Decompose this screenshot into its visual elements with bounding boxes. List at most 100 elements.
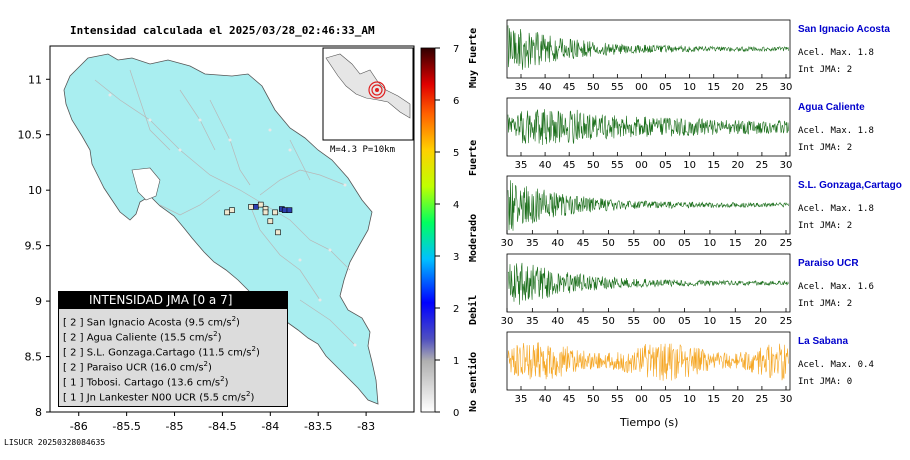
waveform-tick-label: 00 bbox=[653, 316, 666, 327]
colorbar-category-label: No sentido bbox=[468, 351, 479, 412]
waveform-tick-label: 50 bbox=[587, 82, 600, 93]
waveform-tick-label: 50 bbox=[602, 238, 615, 249]
waveform-xlabel: Tiempo (s) bbox=[620, 416, 679, 429]
waveform-tick-label: 00 bbox=[653, 238, 666, 249]
legend-close: ) bbox=[236, 317, 240, 329]
colorbar-tick-label: 3 bbox=[453, 252, 459, 263]
waveform-trace bbox=[507, 109, 789, 146]
waveform-tick-label: 25 bbox=[756, 160, 769, 171]
waveform-tick-label: 45 bbox=[577, 316, 590, 327]
waveform-tick-label: 40 bbox=[551, 316, 564, 327]
waveform-tick-label: 25 bbox=[780, 316, 793, 327]
waveform-panel: 35 40 45 50 55 00 05 10 15 20 25 30 bbox=[506, 97, 793, 171]
inset-epicenter-icon bbox=[368, 81, 386, 99]
map-xtick-label: -84.5 bbox=[208, 420, 236, 433]
legend-row: [ 1 ] Jn Lankester N00 UCR (5.5 cm/s2) bbox=[63, 390, 254, 403]
legend-close: ) bbox=[250, 392, 255, 404]
map-xtick-label: -85.5 bbox=[112, 420, 140, 433]
waveform-tick-label: 15 bbox=[707, 394, 720, 405]
station-accel: Acel. Max. 1.8 bbox=[798, 204, 874, 214]
station-name: Agua Caliente bbox=[798, 102, 865, 113]
nicoya-gulf bbox=[131, 167, 161, 201]
legend-row: [ 2 ] Paraiso UCR (16.0 cm/s2) bbox=[63, 360, 212, 373]
waveform-tick-label: 20 bbox=[731, 160, 744, 171]
station-name: La Sabana bbox=[798, 336, 849, 347]
waveform-tick-label: 50 bbox=[587, 394, 600, 405]
waveform-tick-label: 25 bbox=[756, 82, 769, 93]
waveform-tick-label: 35 bbox=[526, 238, 539, 249]
legend-station: Tobosi. Cartago bbox=[86, 377, 167, 389]
map-axes: -86 -85.5 -85 -84.5 -84 -83.5 -83 11 10.5 10 9.5 9 8… bbox=[18, 73, 376, 433]
waveform-panel: 35 40 45 50 55 00 05 10 15 20 25 30 bbox=[506, 331, 792, 405]
station-accel: Acel. Max. 1.8 bbox=[798, 126, 874, 136]
legend-accel: (5.5 cm/s bbox=[199, 392, 246, 404]
station-marker bbox=[267, 218, 274, 225]
colorbar-tick-label: 1 bbox=[453, 356, 459, 367]
station-marker bbox=[248, 204, 254, 210]
waveform-tick-label: 10 bbox=[683, 82, 696, 93]
waveform-tick-label: 40 bbox=[539, 82, 552, 93]
station-marker bbox=[257, 201, 264, 208]
inset-label: M=4.3 P=10km bbox=[330, 145, 395, 155]
waveform-tick-label: 10 bbox=[704, 316, 717, 327]
station-jma: Int JMA: 2 bbox=[798, 221, 853, 231]
map-ytick-label: 9.5 bbox=[25, 240, 43, 253]
waveform-tick-label: 30 bbox=[780, 82, 793, 93]
waveform-tick-label: 45 bbox=[577, 238, 590, 249]
waveform-tick-label: 30 bbox=[780, 160, 793, 171]
waveform-panels: 35 40 45 50 55 00 05 10 15 20 25 30 35 40 45 50 55 00 05 10… bbox=[501, 19, 793, 405]
waveform-tick-label: 35 bbox=[526, 316, 539, 327]
legend-unit-sup: 2 bbox=[220, 375, 225, 383]
map-xtick-label: -85 bbox=[166, 420, 184, 433]
waveform-tick-label: 15 bbox=[729, 316, 742, 327]
waveform-tick-label: 55 bbox=[611, 394, 624, 405]
costa-rica-landmass bbox=[63, 53, 379, 405]
legend-accel: (15.5 cm/s bbox=[159, 332, 214, 344]
legend-jma: [ 2 ] bbox=[63, 347, 87, 359]
map-xtick-label: -83.5 bbox=[304, 420, 332, 433]
map-title: Intensidad calculada el 2025/03/28_02:46… bbox=[70, 24, 375, 37]
colorbar-tick-label: 0 bbox=[453, 408, 459, 419]
road-network bbox=[94, 69, 356, 346]
legend-station: S.L. Gonzaga.Cartago bbox=[86, 347, 199, 359]
intensity-legend: INTENSIDAD JMA [0 a 7] [ 2 ] San Ignacio… bbox=[58, 291, 288, 407]
colorbar bbox=[420, 47, 436, 413]
waveform-panel: 30 35 40 45 50 55 00 05 10 15 20 25 bbox=[501, 175, 793, 249]
waveform-trace bbox=[507, 262, 789, 305]
waveform-tick-label: 55 bbox=[627, 316, 640, 327]
waveform-tick-label: 05 bbox=[659, 160, 672, 171]
legend-row: [ 2 ] San Ignacio Acosta (9.5 cm/s2) bbox=[63, 315, 240, 328]
station-marker bbox=[281, 207, 288, 213]
waveform-panel: 35 40 45 50 55 00 05 10 15 20 25 30 bbox=[506, 19, 793, 93]
station-accel: Acel. Max. 1.8 bbox=[798, 48, 874, 58]
map-xtick-label: -84 bbox=[261, 420, 279, 433]
waveform-tick-label: 40 bbox=[539, 394, 552, 405]
station-jma: Int JMA: 0 bbox=[798, 377, 853, 387]
waveform-tick-label: 50 bbox=[602, 316, 615, 327]
colorbar-tick-label: 6 bbox=[453, 96, 459, 107]
waveform-tick-label: 05 bbox=[678, 316, 691, 327]
station-marker bbox=[272, 209, 278, 216]
waveform-tick-label: 00 bbox=[635, 82, 648, 93]
waveform-tick-label: 30 bbox=[501, 316, 514, 327]
waveform-tick-label: 10 bbox=[683, 160, 696, 171]
legend-accel: (13.6 cm/s bbox=[166, 377, 221, 389]
station-marker bbox=[286, 207, 293, 213]
waveform-tick-label: 55 bbox=[611, 82, 624, 93]
station-accel: Acel. Max. 0.4 bbox=[798, 360, 874, 370]
colorbar-tick-label: 2 bbox=[453, 304, 459, 315]
waveform-panel: 30 35 40 45 50 55 00 05 10 15 20 25 bbox=[501, 253, 793, 327]
map-ytick-label: 8.5 bbox=[25, 351, 43, 364]
waveform-tick-label: 50 bbox=[587, 160, 600, 171]
waveform-tick-label: 25 bbox=[780, 238, 793, 249]
waveform-tick-label: 45 bbox=[563, 160, 576, 171]
legend-row: [ 2 ] Agua Caliente (15.5 cm/s2) bbox=[63, 330, 222, 343]
waveform-tick-label: 20 bbox=[754, 238, 767, 249]
map-ytick-label: 10.5 bbox=[18, 129, 43, 142]
station-jma: Int JMA: 2 bbox=[798, 65, 853, 75]
waveform-tick-label: 45 bbox=[563, 394, 576, 405]
legend-close: ) bbox=[255, 347, 260, 359]
waveform-tick-label: 35 bbox=[515, 394, 528, 405]
station-markers bbox=[224, 201, 293, 236]
legend-station: Agua Caliente bbox=[86, 332, 160, 344]
